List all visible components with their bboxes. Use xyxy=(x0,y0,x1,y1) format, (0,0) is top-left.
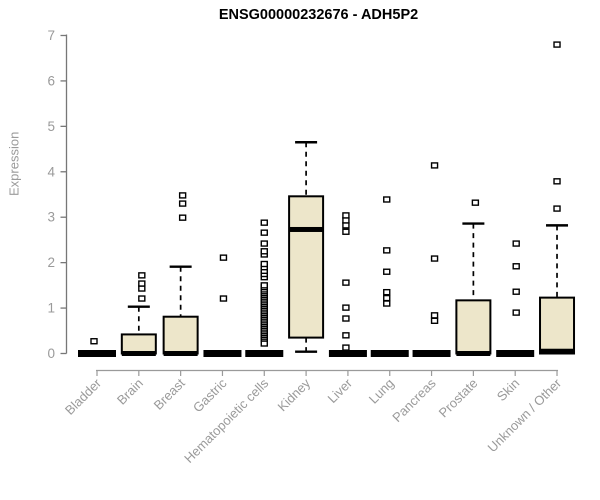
boxplot-group xyxy=(328,212,367,357)
median-line xyxy=(456,351,491,356)
y-tick-label: 6 xyxy=(47,73,55,88)
outlier-point xyxy=(512,240,520,247)
outlier-point xyxy=(219,254,228,261)
boxplot-group xyxy=(412,162,451,357)
y-tick-label: 5 xyxy=(47,119,55,134)
x-tick-label: Bladder xyxy=(62,375,105,418)
x-tick-label: Kidney xyxy=(275,375,314,414)
outlier-point xyxy=(383,247,391,254)
box-rect xyxy=(539,296,576,355)
outlier-point xyxy=(512,288,520,295)
outlier-point xyxy=(342,212,350,219)
median-line xyxy=(289,226,324,232)
outlier-point xyxy=(471,199,480,206)
y-tick-label: 2 xyxy=(47,255,55,270)
outlier-point xyxy=(90,338,98,345)
median-line xyxy=(163,351,198,356)
chart-title: ENSG00000232676 - ADH5P2 xyxy=(218,7,419,23)
boxplot-group xyxy=(78,338,116,357)
median-line xyxy=(121,351,156,356)
outlier-point xyxy=(342,332,350,339)
collapsed-box xyxy=(328,350,367,357)
outlier-point xyxy=(553,205,561,212)
boxplot-group xyxy=(455,199,492,356)
outlier-point xyxy=(342,315,350,322)
boxplot-group xyxy=(203,254,242,357)
outlier-point xyxy=(342,217,350,224)
x-tick-label: Brain xyxy=(114,376,146,408)
outlier-point xyxy=(342,344,350,351)
outlier-point xyxy=(178,200,187,207)
x-tick-label: Lung xyxy=(366,376,397,407)
boxplot-group xyxy=(162,192,199,356)
box-rect xyxy=(455,299,492,355)
outlier-point xyxy=(342,228,350,235)
y-tick-label: 3 xyxy=(47,210,55,225)
outlier-point xyxy=(138,272,146,279)
y-tick-label: 1 xyxy=(47,301,55,316)
median-line xyxy=(540,348,575,354)
outlier-point xyxy=(219,295,228,302)
outlier-point xyxy=(138,280,146,287)
boxplot-group xyxy=(370,196,409,357)
outlier-point xyxy=(383,294,391,302)
outlier-point xyxy=(512,263,520,270)
boxplot-group xyxy=(539,41,576,355)
outlier-point xyxy=(430,255,439,262)
outlier-point xyxy=(430,312,439,319)
outlier-point xyxy=(383,268,391,275)
outlier-point xyxy=(342,222,350,229)
x-tick-label: Unknown / Other xyxy=(485,375,565,455)
collapsed-box xyxy=(203,350,242,357)
outlier-point xyxy=(260,260,268,268)
collapsed-box xyxy=(78,350,116,357)
outlier-point xyxy=(260,282,268,289)
outlier-point xyxy=(178,192,187,199)
outlier-point xyxy=(430,162,439,169)
outlier-point xyxy=(178,214,187,221)
y-tick-label: 0 xyxy=(47,346,55,361)
box-rect xyxy=(162,315,199,355)
outlier-point xyxy=(383,288,391,296)
outlier-point xyxy=(342,279,350,286)
collapsed-box xyxy=(412,350,451,357)
collapsed-box xyxy=(370,350,409,357)
outlier-point xyxy=(138,285,146,292)
outlier-point xyxy=(260,340,268,347)
outlier-point xyxy=(553,41,561,48)
x-tick-label: Skin xyxy=(494,376,522,404)
collapsed-box xyxy=(496,350,535,357)
outlier-point xyxy=(342,304,350,311)
outlier-point xyxy=(383,196,391,203)
boxplot-group xyxy=(288,141,325,353)
collapsed-box xyxy=(245,350,284,357)
outlier-point xyxy=(138,295,146,302)
outlier-point xyxy=(260,248,268,255)
boxplot-group xyxy=(245,219,284,357)
outlier-point xyxy=(383,300,391,307)
x-tick-label: Pancreas xyxy=(389,375,439,425)
boxplot-group xyxy=(120,272,157,356)
y-tick-label: 4 xyxy=(47,164,55,179)
box-rect xyxy=(120,333,157,355)
x-tick-label: Liver xyxy=(325,375,356,406)
y-tick-label: 7 xyxy=(47,28,55,43)
x-tick-label: Breast xyxy=(151,375,188,412)
x-tick-label: Prostate xyxy=(436,376,481,421)
outlier-point xyxy=(512,309,520,316)
x-tick-label: Gastric xyxy=(190,375,230,415)
outlier-point xyxy=(260,219,268,226)
boxplot-group xyxy=(496,240,535,357)
outlier-point xyxy=(260,240,268,247)
outlier-point xyxy=(260,229,268,236)
box-rect xyxy=(288,195,325,339)
outlier-point xyxy=(430,317,439,324)
outlier-point xyxy=(553,178,561,185)
